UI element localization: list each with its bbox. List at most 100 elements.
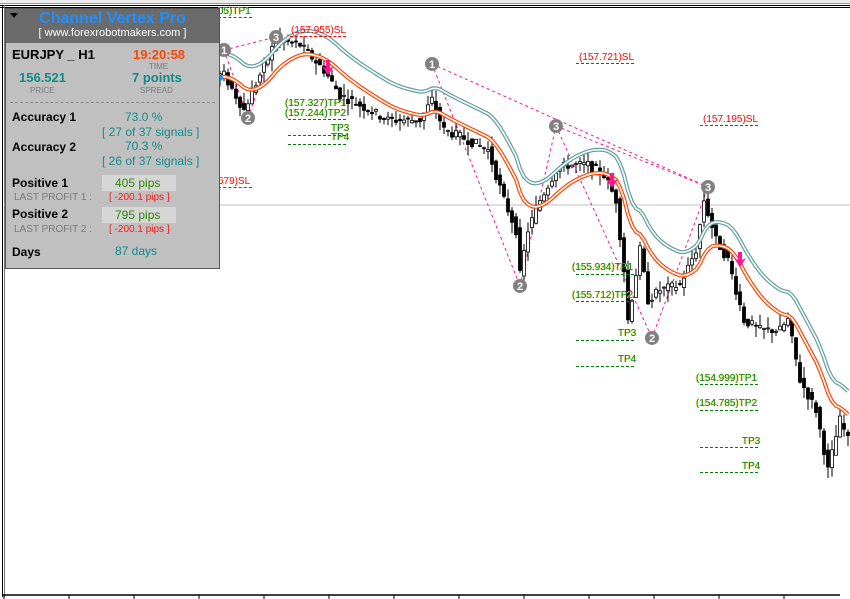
- bear-candle: [294, 40, 298, 43]
- panel-separator: [10, 102, 215, 103]
- collapse-triangle-icon[interactable]: [10, 13, 18, 19]
- bear-candle: [482, 147, 486, 150]
- panel-header[interactable]: Channel Vertex Pro [ www.forexrobotmaker…: [6, 9, 219, 43]
- bear-candle: [822, 430, 826, 455]
- bear-candle: [646, 271, 650, 305]
- zigzag-lines: [223, 36, 709, 339]
- bear-candle: [398, 118, 402, 122]
- bear-candle: [842, 423, 846, 430]
- bear-candle: [802, 377, 806, 388]
- marker-circle: [701, 180, 715, 195]
- bear-candle: [826, 449, 830, 468]
- bear-candle: [594, 163, 598, 166]
- bear-candle: [794, 337, 798, 360]
- bear-candle: [462, 135, 466, 140]
- bear-candle: [318, 59, 322, 66]
- marker-label: 1: [221, 45, 227, 57]
- tp1-label-c: (154.999)TP1: [696, 373, 758, 384]
- bull-candle: [578, 161, 582, 164]
- symbol-timeframe: EURJPY _ H1: [12, 47, 95, 62]
- bear-candle: [378, 116, 382, 120]
- sell-arrow-icon: [322, 60, 334, 76]
- bull-candle: [782, 324, 786, 331]
- tp2-line-c: [700, 410, 758, 411]
- tp1-label-a: (157.327)TP1: [285, 98, 347, 109]
- indicator-panel[interactable]: Channel Vertex Pro [ www.forexrobotmaker…: [5, 8, 220, 269]
- last-profit2-label: LAST PROFIT 2 :: [14, 224, 92, 235]
- bear-candle: [346, 98, 350, 105]
- bear-candle: [502, 183, 506, 197]
- bull-candle: [702, 200, 706, 223]
- bear-candle: [754, 324, 758, 327]
- tp2-line-a: [288, 119, 346, 120]
- bear-candle: [618, 198, 622, 241]
- tp1-level-line: [218, 17, 252, 18]
- bear-candle: [622, 237, 626, 273]
- bull-candle: [634, 275, 638, 298]
- bull-candle: [674, 287, 678, 291]
- bull-candle: [586, 161, 590, 167]
- time-label: TIME: [149, 62, 169, 71]
- bull-candle: [762, 327, 766, 330]
- marker-circle: [241, 110, 255, 125]
- sell-arrow-icon: [734, 251, 746, 267]
- tp3-label-a: TP3: [331, 123, 350, 134]
- bull-candle: [342, 94, 346, 97]
- bull-candle: [430, 96, 434, 104]
- bull-candle: [670, 282, 674, 288]
- bull-candle: [454, 130, 458, 138]
- bear-candle: [334, 85, 338, 90]
- tp1-label-partial: 05)TP1: [218, 6, 251, 17]
- bear-candle: [806, 387, 810, 400]
- bull-candle: [458, 132, 462, 138]
- bear-candle: [390, 116, 394, 119]
- price-value: 156.521: [19, 70, 66, 85]
- days-value: 87 days: [115, 244, 158, 258]
- bull-candle: [650, 299, 654, 302]
- bull-candle: [838, 415, 842, 438]
- bear-candle: [518, 227, 522, 271]
- server-time: 19:20:58: [133, 47, 186, 62]
- bull-candle: [834, 436, 838, 456]
- bull-candle: [654, 288, 658, 298]
- bull-candle: [410, 120, 414, 124]
- bear-candle: [510, 210, 514, 223]
- bear-candle: [718, 236, 722, 251]
- tp2-label-a: (157.244)TP2: [285, 108, 347, 119]
- bull-candle: [570, 164, 574, 168]
- bull-candle: [638, 245, 642, 276]
- zigzag-marker: 1: [425, 56, 439, 71]
- marker-circle: [217, 43, 231, 58]
- bull-candle: [478, 144, 482, 147]
- bear-candle: [362, 103, 366, 111]
- sl-label-b: (157.721)SL: [579, 52, 635, 63]
- bear-candle: [714, 224, 718, 237]
- bear-candle: [306, 49, 310, 51]
- bear-candle: [730, 261, 734, 275]
- bull-candle: [750, 320, 754, 325]
- bear-candle: [642, 248, 646, 272]
- zigzag-marker: 2: [645, 330, 659, 345]
- accuracy2-signals: [ 26 of 37 signals ]: [102, 154, 200, 168]
- sell-arrow-icon: [606, 173, 618, 189]
- bull-candle: [550, 180, 554, 187]
- marker-circle: [549, 119, 563, 134]
- positive1-label: Positive 1: [12, 176, 69, 190]
- bull-candle: [542, 194, 546, 202]
- time-axis-ticks: [3, 595, 785, 599]
- sl-line-c: [700, 125, 758, 126]
- zigzag-segment: [431, 63, 521, 287]
- bull-candle: [246, 103, 250, 112]
- zigzag-marker: 2: [513, 278, 527, 293]
- bear-candle: [238, 96, 242, 108]
- sell-signals: [322, 60, 746, 267]
- accuracy1-signals: [ 27 of 37 signals ]: [102, 125, 200, 139]
- bear-candle: [434, 101, 438, 112]
- last-profit1-label: LAST PROFIT 1 :: [14, 192, 92, 203]
- bear-candle: [234, 88, 238, 99]
- bear-candle: [330, 75, 334, 82]
- bear-candle: [818, 406, 822, 430]
- bear-candle: [846, 431, 850, 437]
- bear-candle: [734, 276, 738, 295]
- bear-candle: [314, 60, 318, 64]
